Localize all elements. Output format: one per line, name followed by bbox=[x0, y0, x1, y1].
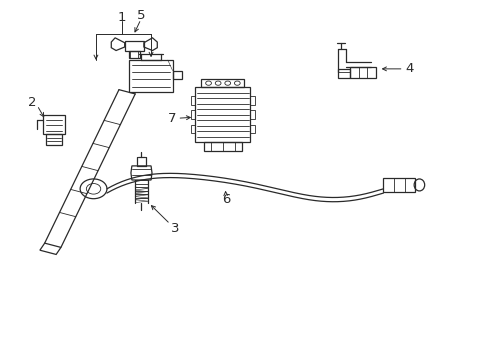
Bar bbox=[190, 125, 195, 133]
Bar bbox=[203, 142, 242, 151]
Bar bbox=[201, 78, 244, 87]
Text: 7: 7 bbox=[167, 112, 176, 125]
Text: 1: 1 bbox=[118, 11, 126, 24]
Text: 3: 3 bbox=[170, 222, 179, 235]
Bar bbox=[383, 178, 414, 192]
Text: 2: 2 bbox=[28, 96, 37, 109]
Text: 4: 4 bbox=[405, 62, 413, 75]
Text: 6: 6 bbox=[222, 193, 230, 206]
Bar bbox=[128, 51, 140, 58]
Bar bbox=[43, 115, 65, 134]
Text: 5: 5 bbox=[137, 9, 145, 22]
Bar bbox=[250, 111, 255, 119]
Bar bbox=[190, 96, 195, 105]
Bar bbox=[195, 87, 250, 142]
Bar bbox=[45, 134, 62, 145]
Bar bbox=[190, 111, 195, 119]
Bar bbox=[349, 67, 376, 78]
Bar bbox=[250, 125, 255, 133]
Bar bbox=[250, 96, 255, 105]
Bar bbox=[337, 69, 349, 78]
